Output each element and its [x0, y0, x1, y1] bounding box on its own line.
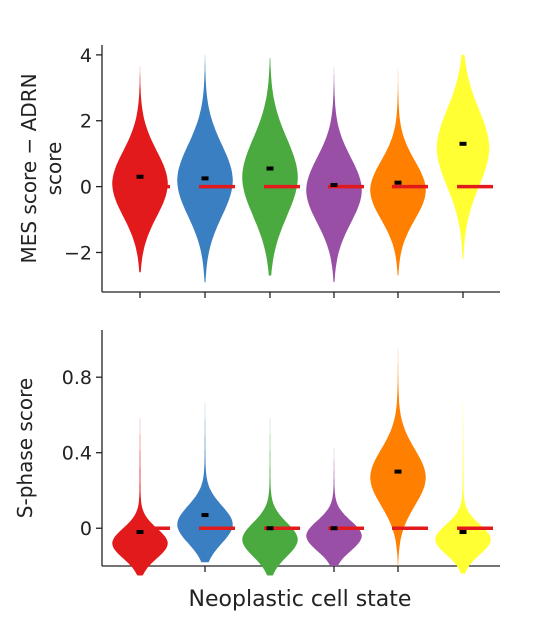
- y-axis-label-line: MES score − ADRN: [17, 73, 41, 263]
- violin-6: [435, 392, 491, 574]
- violin-6: [436, 54, 490, 260]
- violin-1: [112, 64, 168, 273]
- mean-marker: [266, 166, 274, 171]
- mean-marker: [459, 141, 467, 146]
- y-axis-label-line: S-phase score: [13, 378, 37, 518]
- y-tick-label: 2: [80, 111, 92, 133]
- mean-marker: [394, 180, 402, 185]
- y-tick-label: 0.4: [62, 443, 92, 465]
- y-axis-label: S-phase score: [13, 378, 37, 518]
- y-axis-label-line: score: [42, 142, 66, 196]
- violin-4: [306, 443, 362, 566]
- mean-marker: [459, 530, 467, 535]
- violin-1: [112, 411, 168, 576]
- y-axis-label: MES score − ADRNscore: [17, 73, 66, 263]
- mean-marker: [201, 176, 209, 181]
- mean-marker: [330, 182, 338, 187]
- mean-marker: [201, 513, 209, 518]
- violin-5: [370, 339, 426, 566]
- y-tick-label: −2: [64, 242, 92, 264]
- y-tick-label: 0.8: [62, 367, 92, 389]
- y-tick-label: 0: [80, 518, 92, 540]
- mean-marker: [136, 530, 144, 535]
- violin-2: [177, 54, 233, 283]
- mean-marker: [394, 469, 402, 474]
- y-tick-label: 4: [80, 45, 92, 67]
- violin-3: [242, 411, 298, 576]
- s-phase-panel: 0.8 0.4 0 S-phase score: [13, 330, 500, 576]
- mean-marker: [266, 526, 274, 531]
- mean-marker: [136, 174, 144, 179]
- violin-5: [370, 64, 426, 276]
- mean-marker: [330, 526, 338, 531]
- x-axis-label: Neoplastic cell state: [189, 587, 412, 612]
- y-tick-label: 0: [80, 177, 92, 199]
- violin-2: [177, 396, 233, 563]
- violin-4: [306, 61, 362, 283]
